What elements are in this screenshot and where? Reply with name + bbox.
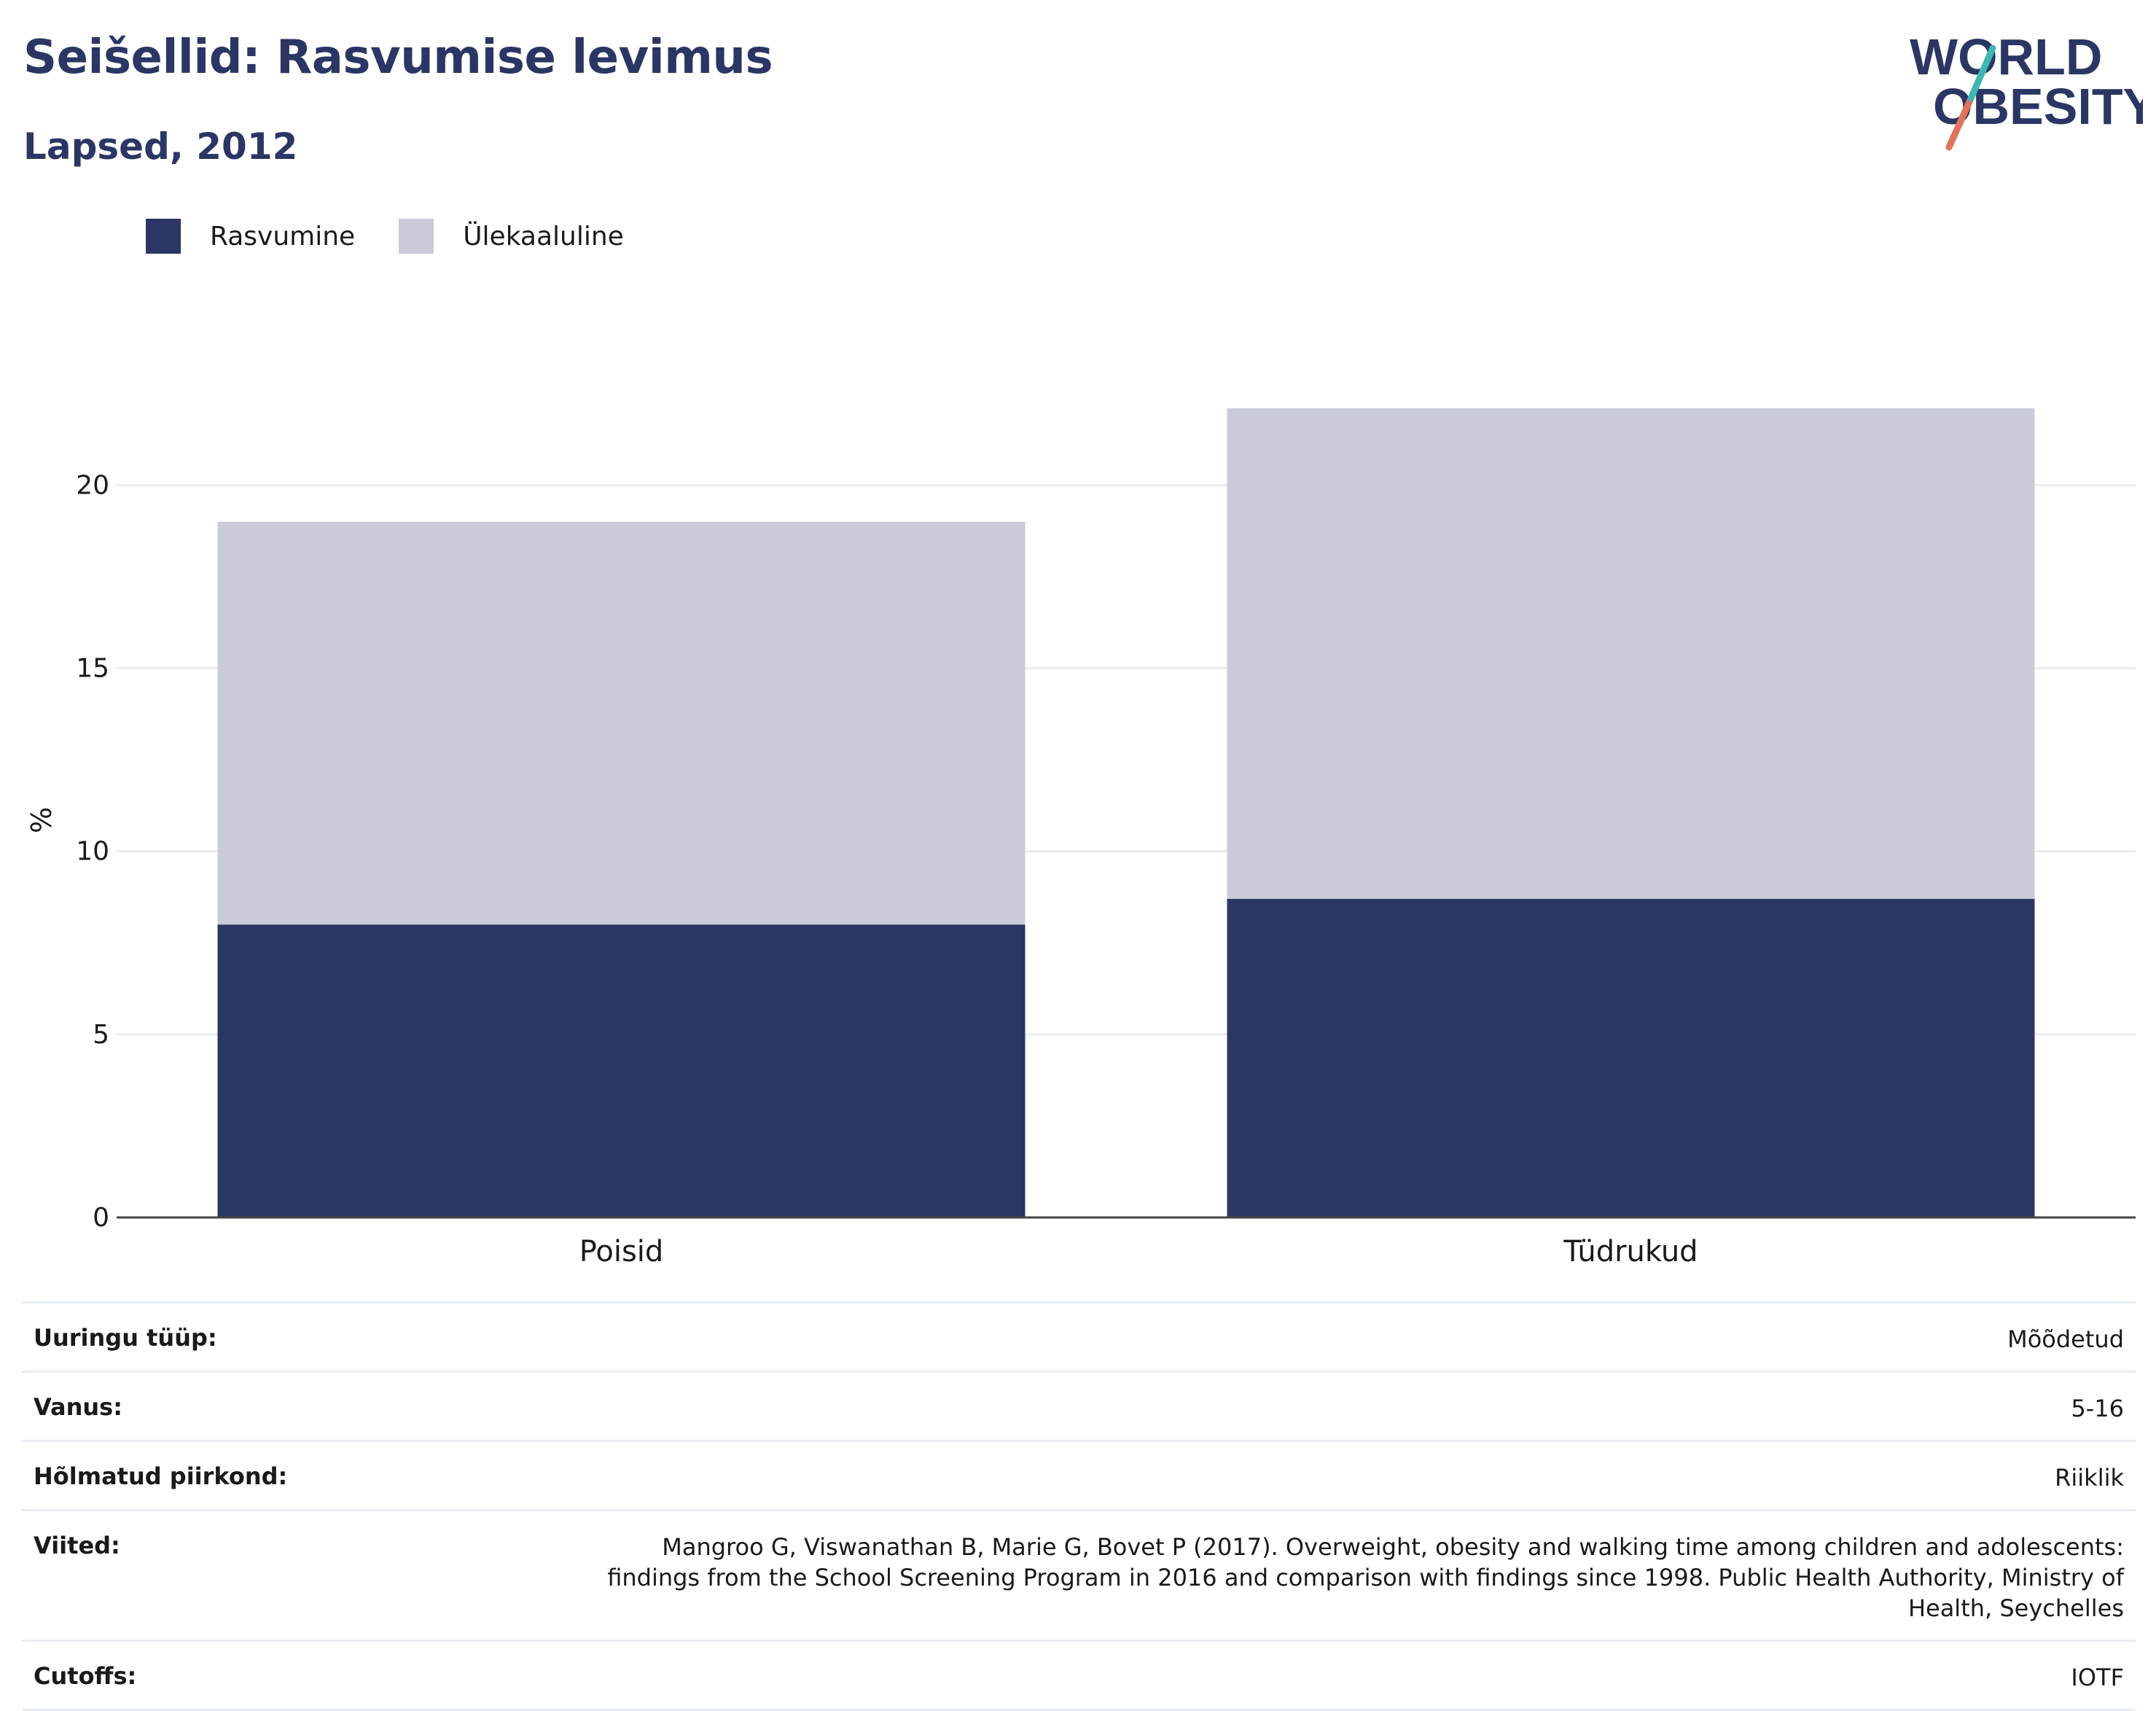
legend-swatch-overweight: [399, 219, 434, 254]
y-tick-label: 10: [76, 837, 109, 867]
y-axis-label: %: [26, 807, 58, 833]
bar-rasvumine: [217, 924, 1026, 1217]
meta-value: 5-16: [2071, 1395, 2124, 1422]
world-obesity-logo: WORLD OBESITY: [1895, 22, 2156, 153]
legend-swatch-obesity: [146, 219, 181, 254]
stacked-bar-chart: 0 5 10 15 20% Poisid Tüdrukud: [26, 408, 2136, 1268]
meta-key: Cutoffs:: [34, 1662, 137, 1690]
meta-key: Hõlmatud piirkond:: [34, 1462, 288, 1490]
meta-value: Mangroo G, Viswanathan B, Marie G, Bovet…: [607, 1533, 2124, 1622]
meta-key: Viited:: [34, 1532, 120, 1559]
legend-label-overweight: Ülekaaluline: [463, 221, 624, 252]
meta-row-references: Viited: Mangroo G, Viswanathan B, Marie …: [22, 1511, 2136, 1642]
bar-ülekaaluline: [1227, 408, 2035, 900]
y-tick-label: 15: [76, 654, 109, 684]
chart-legend: Rasvumine Ülekaaluline: [146, 217, 668, 255]
meta-row-age: Vanus: 5-16: [22, 1373, 2136, 1442]
legend-label-obesity: Rasvumine: [210, 221, 356, 252]
meta-key: Vanus:: [34, 1393, 123, 1421]
legend-item-overweight: Ülekaaluline: [399, 219, 624, 254]
bar-rasvumine: [1227, 899, 2035, 1217]
y-tick-label: 20: [76, 470, 109, 500]
meta-value: Riiklik: [2055, 1464, 2124, 1492]
bar-ülekaaluline: [217, 521, 1026, 925]
x-tick-label: Tüdrukud: [1563, 1235, 1698, 1268]
meta-row-area: Hõlmatud piirkond: Riiklik: [22, 1442, 2136, 1511]
legend-item-obesity: Rasvumine: [146, 219, 355, 254]
metadata-table: Uuringu tüüp: Mõõdetud Vanus: 5-16 Hõlma…: [22, 1301, 2136, 1711]
chart-title: Seišellid: Rasvumise levimus: [23, 31, 773, 85]
y-tick-label: 0: [93, 1203, 109, 1233]
meta-key: Uuringu tüüp:: [34, 1324, 217, 1352]
x-tick-label: Poisid: [579, 1235, 664, 1268]
meta-value: IOTF: [2071, 1664, 2124, 1691]
y-tick-label: 5: [93, 1020, 109, 1050]
meta-value: Mõõdetud: [2007, 1325, 2124, 1353]
logo-line1: WORLD: [1910, 28, 2102, 85]
chart-subtitle: Lapsed, 2012: [23, 125, 298, 168]
meta-row-survey-type: Uuringu tüüp: Mõõdetud: [22, 1301, 2136, 1373]
meta-row-cutoffs: Cutoffs: IOTF: [22, 1642, 2136, 1711]
